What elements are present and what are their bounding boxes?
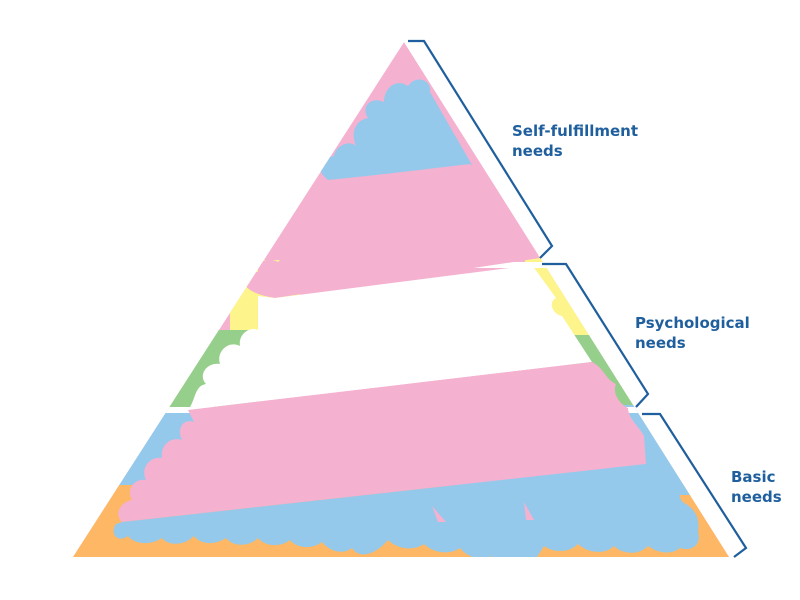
label-psychological-needs: Psychological needs <box>635 313 750 353</box>
label-basic-line-1: Basic <box>731 468 776 486</box>
bracket-self-fulfillment <box>408 39 554 259</box>
pink-band-upper <box>243 164 540 298</box>
gap-triangle-left <box>432 506 446 522</box>
bracket-basic <box>642 412 748 558</box>
bracket-psychological <box>542 262 650 408</box>
gap-triangle-mid <box>524 502 534 520</box>
pink-band-lower <box>118 362 646 522</box>
label-self-fulfillment-needs: Self-fulfillment needs <box>512 121 638 161</box>
label-psychological-line-2: needs <box>635 334 686 352</box>
white-band <box>188 265 592 410</box>
label-basic-line-2: needs <box>731 488 782 506</box>
label-self-fulfillment-line-1: Self-fulfillment <box>512 122 639 140</box>
blue-band-bottom <box>113 464 699 557</box>
label-psychological-line-1: Psychological <box>635 314 750 332</box>
label-self-fulfillment-line-2: needs <box>512 142 563 160</box>
label-basic-needs: Basic needs <box>731 467 782 507</box>
top-blue-blob <box>319 79 472 180</box>
